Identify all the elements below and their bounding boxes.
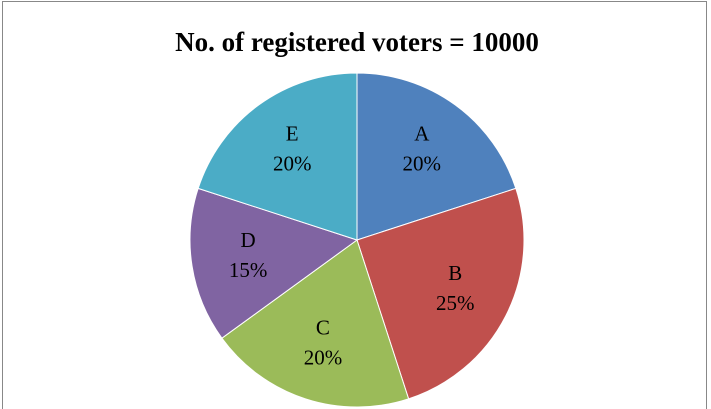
slice-category: E bbox=[286, 122, 299, 146]
slice-category: D bbox=[241, 228, 256, 252]
slice-category: A bbox=[414, 122, 430, 146]
pie-slice bbox=[197, 72, 358, 241]
slice-value-label: 25% bbox=[436, 291, 475, 315]
pie-slice bbox=[221, 239, 410, 408]
slice-category: B bbox=[448, 261, 462, 285]
slice-category: C bbox=[316, 316, 330, 340]
slice-value-label: 20% bbox=[273, 152, 312, 176]
pie-slice bbox=[356, 72, 517, 241]
pie-slice bbox=[356, 187, 525, 400]
slice-value-label: 20% bbox=[403, 152, 442, 176]
slice-value-label: 20% bbox=[304, 346, 343, 370]
pie-slice bbox=[189, 187, 359, 339]
slice-value-label: 15% bbox=[229, 258, 268, 282]
chart-title: No. of registered voters = 10000 bbox=[175, 27, 539, 57]
